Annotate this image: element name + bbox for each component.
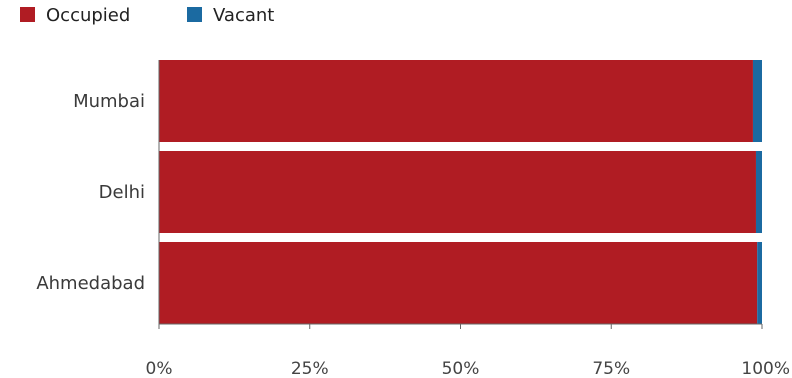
x-tick-label: 100% <box>741 359 790 378</box>
x-tick-label: 50% <box>442 359 480 378</box>
category-label-mumbai: Mumbai <box>73 91 145 112</box>
legend-swatch-occupied <box>20 7 35 22</box>
x-axis: 0% 25% 50% 75% 100% <box>146 60 790 378</box>
category-label-ahmedabad: Ahmedabad <box>36 273 145 294</box>
x-tick-label: 0% <box>146 359 173 378</box>
bar-ahmedabad-vacant <box>757 242 762 324</box>
bars <box>159 60 762 324</box>
legend-label-occupied: Occupied <box>46 5 130 26</box>
x-tick-label: 25% <box>291 359 329 378</box>
x-tick-label: 75% <box>592 359 630 378</box>
bar-mumbai-vacant <box>752 60 762 142</box>
category-label-delhi: Delhi <box>99 182 145 203</box>
legend-label-vacant: Vacant <box>213 5 274 26</box>
bar-ahmedabad-occupied <box>159 242 758 324</box>
legend: Occupied Vacant <box>20 5 274 26</box>
bar-delhi-vacant <box>755 151 762 233</box>
bar-delhi-occupied <box>159 151 756 233</box>
category-labels: Mumbai Delhi Ahmedabad <box>36 91 145 294</box>
bar-mumbai-occupied <box>159 60 753 142</box>
legend-swatch-vacant <box>187 7 202 22</box>
